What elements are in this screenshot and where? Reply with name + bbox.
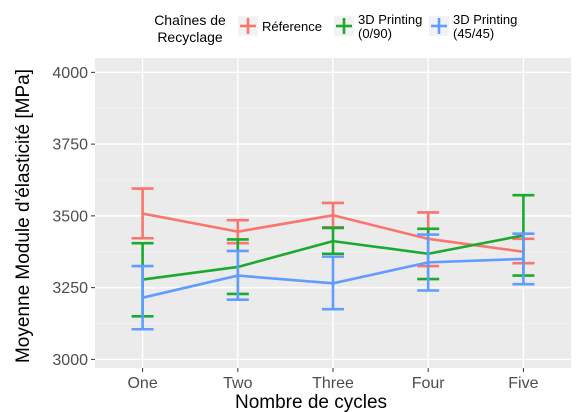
legend-label: Réference	[262, 19, 322, 34]
series-group	[131, 232, 535, 331]
y-tick-label: 3250	[52, 280, 88, 297]
y-axis-title: Moyenne Module d'élasticité [MPa]	[13, 69, 34, 363]
legend-label: (0/90)	[358, 26, 392, 41]
x-axis-title: Nombre de cycles	[235, 392, 387, 412]
legend-label: (45/45)	[453, 26, 494, 41]
x-tick-label: Two	[223, 375, 252, 392]
legend-label: 3D Printing	[358, 12, 422, 27]
x-tick-label: Four	[412, 375, 446, 392]
x-tick-label: Five	[508, 375, 538, 392]
legend-label: 3D Printing	[453, 12, 517, 27]
y-tick-label: 3750	[52, 137, 88, 154]
x-axis: One Two Three Four Five	[127, 368, 539, 392]
y-tick-label: 3500	[52, 208, 88, 225]
legend-title: Chaînes de	[154, 12, 226, 28]
legend-title: Recyclage	[157, 29, 223, 45]
series-layer	[131, 187, 535, 331]
y-tick-label: 4000	[52, 65, 88, 82]
y-tick-label: 3000	[52, 352, 88, 369]
x-tick-label: One	[127, 375, 157, 392]
y-axis: 3000 3250 3500 3750 4000	[52, 65, 95, 369]
x-tick-label: Three	[312, 375, 354, 392]
